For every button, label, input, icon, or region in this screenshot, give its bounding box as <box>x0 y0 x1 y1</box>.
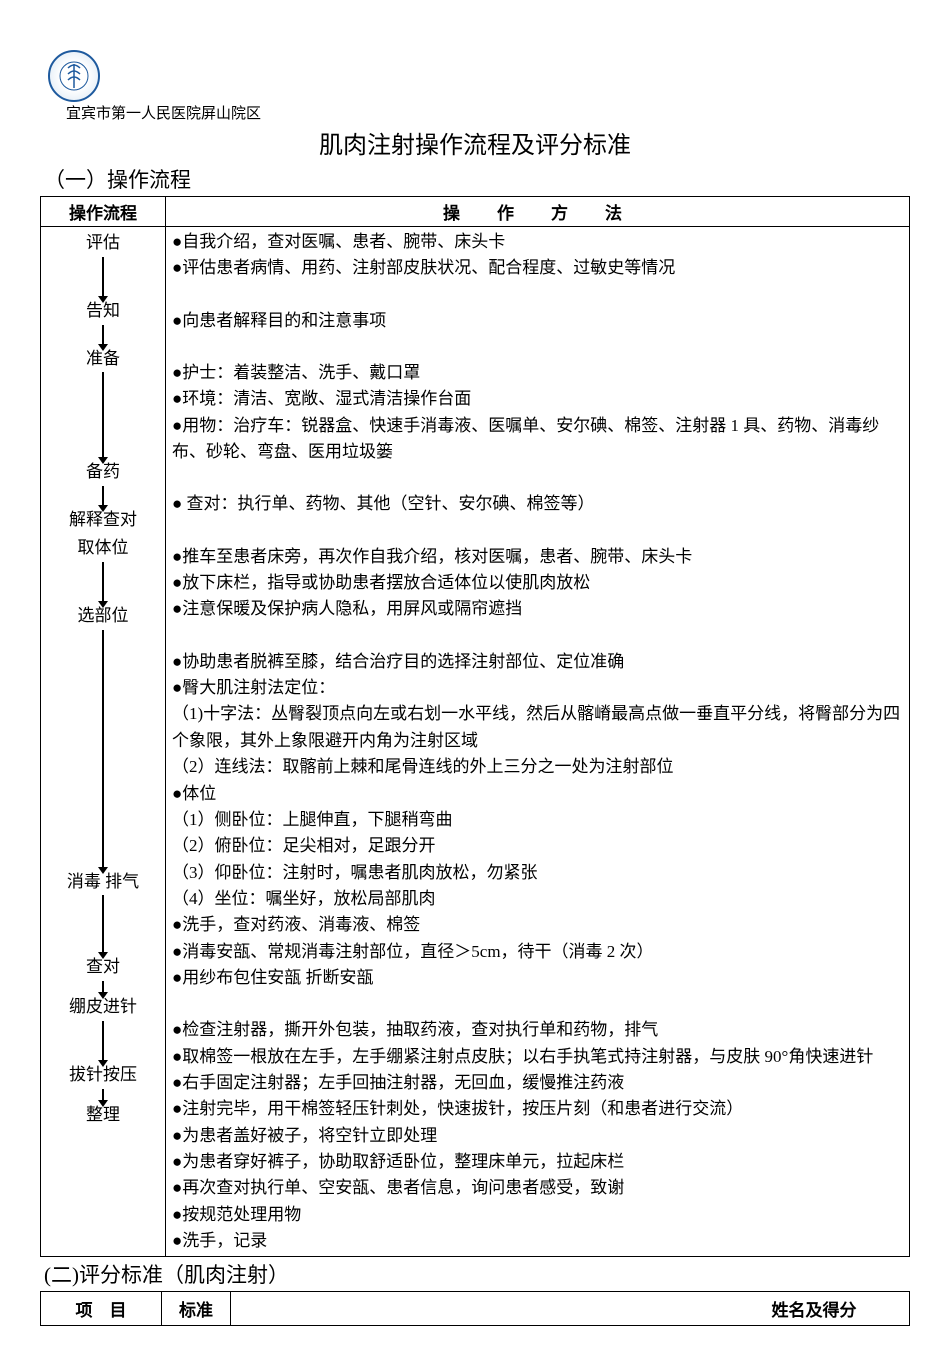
method-line: （1）侧卧位：上腿伸直，下腿稍弯曲 <box>172 807 903 833</box>
method-line: ●臀大肌注射法定位： <box>172 675 903 701</box>
score-col-item: 项 目 <box>41 1292 162 1326</box>
method-line: ●体位 <box>172 781 903 807</box>
method-line: ●用物：治疗车：锐器盒、快速手消毒液、医嘱单、安尔碘、棉签、注射器 1 具、药物… <box>172 413 903 466</box>
method-line: ●消毒安瓿、常规消毒注射部位，直径＞5cm，待干（消毒 2 次） <box>172 939 903 965</box>
score-col-standard: 标准 <box>162 1292 231 1326</box>
method-line: （2）连线法：取髂前上棘和尾骨连线的外上三分之一处为注射部位 <box>172 754 903 780</box>
document-title: 肌肉注射操作流程及评分标准 <box>40 125 910 160</box>
score-table: 项 目 标准 姓名及得分 <box>40 1291 910 1326</box>
hospital-logo-icon <box>48 50 100 102</box>
method-line: ●用纱布包住安瓿 折断安瓿 <box>172 965 903 991</box>
method-column: ●自我介绍，查对医嘱、患者、腕带、床头卡 ●评估患者病情、用药、注射部皮肤状况、… <box>166 227 910 1257</box>
method-line: （3）仰卧位：注射时，嘱患者肌肉放松，勿紧张 <box>172 860 903 886</box>
method-line: ●向患者解释目的和注意事项 <box>172 308 903 334</box>
method-line: ●环境：清洁、宽敞、湿式清洁操作台面 <box>172 386 903 412</box>
method-line: ●检查注射器，撕开外包装，抽取药液，查对执行单和药物，排气 <box>172 1017 903 1043</box>
step-position: 取体位 <box>47 534 159 562</box>
score-col-empty <box>231 1292 720 1326</box>
method-line: ●放下床栏，指导或协助患者摆放合适体位以使肌肉放松 <box>172 570 903 596</box>
method-line: ●护士：着装整洁、洗手、戴口罩 <box>172 360 903 386</box>
steps-column: 评估 告知 准备 备药 解释查对 取体位 选部位 消毒 排气 查对 绷皮进针 <box>41 227 166 1257</box>
procedure-table: 操作流程 操 作 方 法 评估 告知 准备 备药 解释查对 取体位 选部位 消毒… <box>40 196 910 1257</box>
method-line: （4）坐位：嘱坐好，放松局部肌肉 <box>172 886 903 912</box>
col-header-method: 操 作 方 法 <box>166 197 910 227</box>
step-assess: 评估 <box>47 229 159 257</box>
col-header-steps: 操作流程 <box>41 197 166 227</box>
document-page: 宜宾市第一人民医院屏山院区 肌肉注射操作流程及评分标准 （一）操作流程 操作流程… <box>0 0 950 1346</box>
hospital-name: 宜宾市第一人民医院屏山院区 <box>66 102 910 123</box>
method-line: ●右手固定注射器；左手回抽注射器，无回血，缓慢推注药液 <box>172 1070 903 1096</box>
method-line: ●为患者穿好裤子，协助取舒适卧位，整理床单元，拉起床栏 <box>172 1149 903 1175</box>
method-line: ●取棉签一根放在左手，左手绷紧注射点皮肤；以右手执笔式持注射器，与皮肤 90°角… <box>172 1044 903 1070</box>
method-line: ●自我介绍，查对医嘱、患者、腕带、床头卡 <box>172 229 903 255</box>
method-line: ●洗手，查对药液、消毒液、棉签 <box>172 912 903 938</box>
method-line: ●注射完毕，用干棉签轻压针刺处，快速拔针，按压片刻（和患者进行交流） <box>172 1096 903 1122</box>
method-line: ●协助患者脱裤至膝，结合治疗目的选择注射部位、定位准确 <box>172 649 903 675</box>
section1-title: （一）操作流程 <box>44 164 910 194</box>
method-line: （2）俯卧位：足尖相对，足跟分开 <box>172 833 903 859</box>
score-col-name: 姓名及得分 <box>719 1292 910 1326</box>
method-line: ●评估患者病情、用药、注射部皮肤状况、配合程度、过敏史等情况 <box>172 255 903 281</box>
method-line: ● 查对：执行单、药物、其他（空针、安尔碘、棉签等） <box>172 491 903 517</box>
header <box>40 50 910 102</box>
method-line: ●推车至患者床旁，再次作自我介绍，核对医嘱，患者、腕带、床头卡 <box>172 544 903 570</box>
method-line: ●为患者盖好被子，将空针立即处理 <box>172 1123 903 1149</box>
method-line: ●洗手，记录 <box>172 1228 903 1254</box>
method-line: ●再次查对执行单、空安瓿、患者信息，询问患者感受，致谢 <box>172 1175 903 1201</box>
method-line: ●按规范处理用物 <box>172 1202 903 1228</box>
method-line: （1)十字法：丛臀裂顶点向左或右划一水平线，然后从髂嵴最高点做一垂直平分线，将臀… <box>172 701 903 754</box>
method-line: ●注意保暖及保护病人隐私，用屏风或隔帘遮挡 <box>172 596 903 622</box>
section2-title: (二)评分标准（肌肉注射） <box>44 1259 910 1289</box>
